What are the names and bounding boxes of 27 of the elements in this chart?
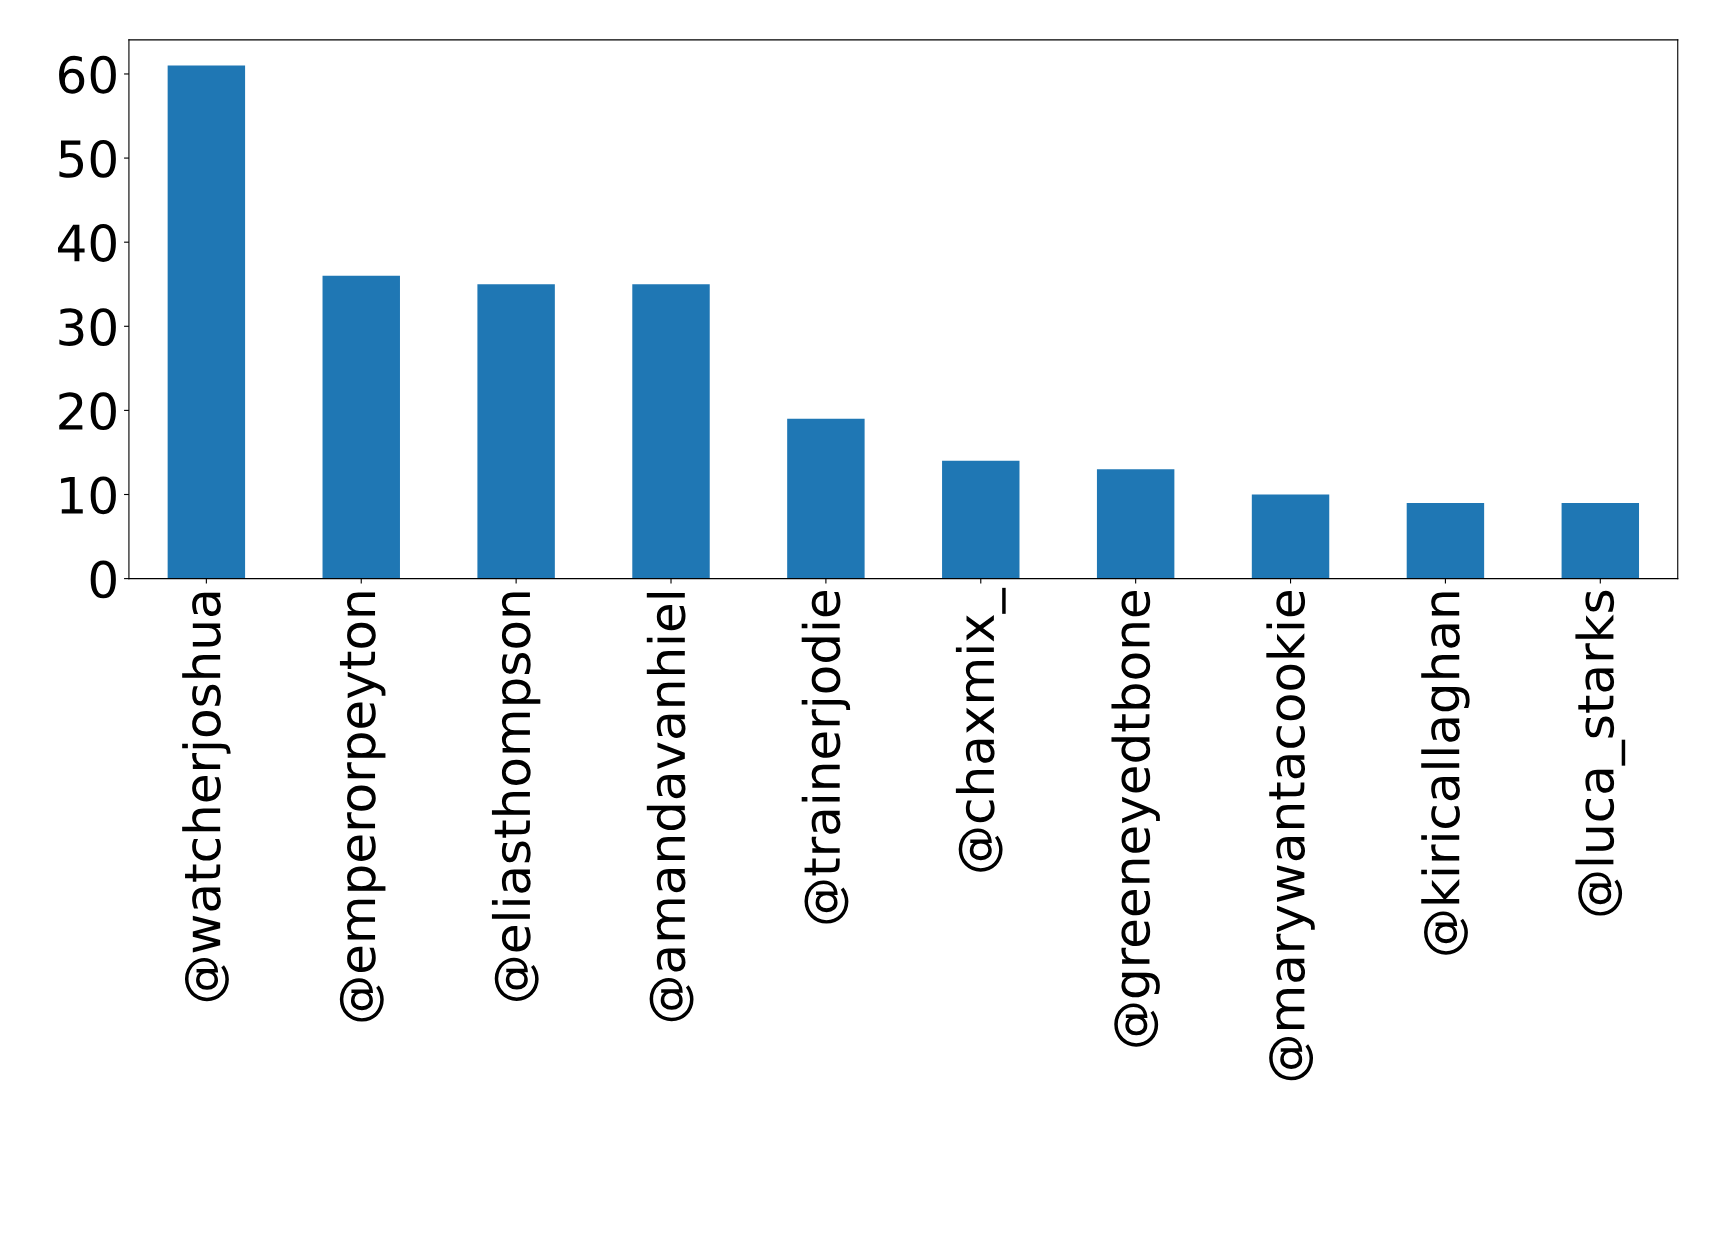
bar (167, 65, 246, 579)
bar (942, 460, 1020, 579)
y-tick-label: 50 (59, 139, 116, 178)
x-tick-label: @emperorpeyton (339, 592, 386, 1022)
bar (1561, 502, 1640, 579)
x-tick-label: @watcherjoshua (182, 592, 231, 1002)
bar (1406, 502, 1485, 579)
y-tick-label: 40 (58, 224, 116, 262)
x-tick-label: @greeneyedtbone (1111, 591, 1160, 1047)
x-tick-label: @luca_starks (1575, 590, 1626, 916)
x-tick-label: @trainerjodie (801, 590, 851, 924)
x-tick-label: @eliasthompson (491, 592, 541, 1001)
x-tick-label: @kiricallaghan (1421, 592, 1470, 955)
x-tick-label: @amandavanhiel (646, 593, 694, 1022)
bar (322, 275, 400, 579)
bar (477, 284, 555, 579)
x-tick-label: @marywantacookie (1266, 590, 1315, 1081)
y-tick-label: 60 (59, 55, 116, 94)
bar (1251, 494, 1330, 579)
bar (1096, 469, 1175, 579)
y-tick-label: 20 (59, 392, 116, 431)
bar (787, 418, 865, 579)
bar (632, 284, 710, 579)
y-tick-label: 10 (61, 476, 116, 515)
y-tick-label: 30 (59, 308, 116, 346)
x-tick-label: @chaxmix_ (955, 587, 1006, 872)
y-tick-label: 0 (90, 560, 116, 599)
